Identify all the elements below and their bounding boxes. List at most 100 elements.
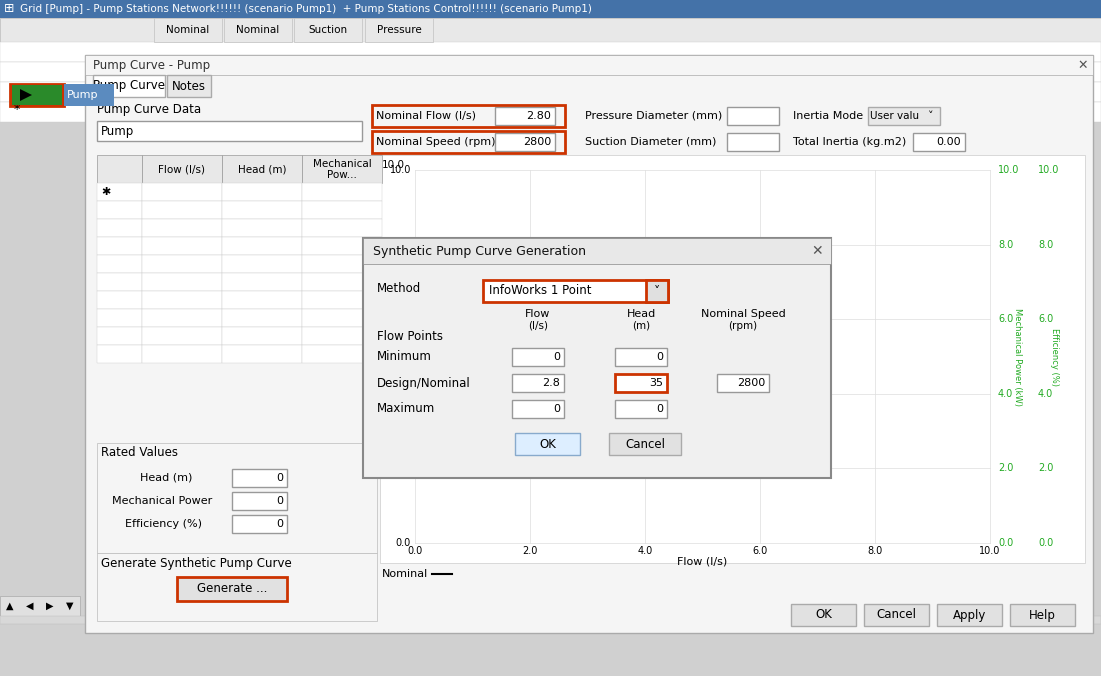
Bar	[64, 84, 115, 106]
Bar	[224, 18, 292, 42]
Text: Inertia Mode: Inertia Mode	[793, 111, 863, 121]
Text: 8.0: 8.0	[395, 239, 411, 249]
Text: InfoWorks 1 Point: InfoWorks 1 Point	[489, 285, 591, 297]
Bar	[495, 107, 555, 125]
Bar	[615, 374, 667, 392]
Text: Minimum: Minimum	[377, 350, 432, 364]
Bar	[1010, 604, 1075, 626]
Text: 4.0: 4.0	[395, 389, 411, 399]
Text: 10.0: 10.0	[1038, 165, 1059, 175]
Text: Grid [Pump] - Pump Stations Network!!!!!! (scenario Pump1)  + Pump Stations Cont: Grid [Pump] - Pump Stations Network!!!!!…	[20, 4, 592, 14]
Bar	[97, 273, 142, 291]
Bar	[154, 18, 222, 42]
Bar	[0, 596, 80, 616]
Text: 10.0: 10.0	[998, 165, 1020, 175]
Bar	[302, 273, 382, 291]
Text: 2.8: 2.8	[542, 378, 560, 388]
Text: Nominal Speed (rpm): Nominal Speed (rpm)	[377, 137, 495, 147]
Text: ✱: ✱	[101, 187, 110, 197]
Text: Flow (l/s): Flow (l/s)	[677, 556, 728, 566]
Text: Method: Method	[377, 283, 422, 295]
Polygon shape	[20, 89, 32, 101]
Text: Generate ...: Generate ...	[197, 583, 268, 596]
Text: Efficiency (%): Efficiency (%)	[1050, 327, 1059, 385]
Text: (m): (m)	[632, 321, 650, 331]
Bar	[302, 255, 382, 273]
Bar	[363, 238, 831, 478]
Text: Cancel: Cancel	[625, 437, 665, 450]
Bar	[97, 237, 142, 255]
Text: Pump: Pump	[67, 90, 98, 100]
Text: Nominal Flow (l/s): Nominal Flow (l/s)	[377, 111, 476, 121]
Text: 6.0: 6.0	[752, 546, 767, 556]
Bar	[512, 348, 564, 366]
Bar	[302, 345, 382, 363]
Text: ◀: ◀	[26, 601, 34, 611]
Bar	[222, 273, 302, 291]
Bar	[372, 131, 565, 153]
Text: Design/Nominal: Design/Nominal	[377, 377, 471, 389]
Text: OK: OK	[539, 437, 556, 450]
Text: Cancel: Cancel	[876, 608, 916, 621]
Text: 2.0: 2.0	[1038, 464, 1054, 473]
Text: 6.0: 6.0	[1038, 314, 1054, 324]
Text: 10.0: 10.0	[390, 165, 411, 175]
Text: ˅: ˅	[928, 111, 934, 121]
Bar	[97, 553, 377, 621]
Text: 6.0: 6.0	[395, 314, 411, 324]
Bar	[913, 133, 964, 151]
Bar	[222, 255, 302, 273]
Text: 8.0: 8.0	[868, 546, 883, 556]
Bar	[302, 201, 382, 219]
Bar	[363, 238, 831, 264]
Bar	[0, 102, 1101, 122]
Text: ✕: ✕	[1078, 59, 1088, 72]
Bar	[727, 107, 780, 125]
Bar	[302, 291, 382, 309]
Bar	[10, 84, 64, 106]
Text: 2800: 2800	[737, 378, 765, 388]
Text: Flow: Flow	[525, 309, 550, 319]
Text: Generate Synthetic Pump Curve: Generate Synthetic Pump Curve	[101, 556, 292, 569]
Text: 0.0: 0.0	[395, 538, 411, 548]
Bar	[142, 345, 222, 363]
Text: OK: OK	[815, 608, 832, 621]
Bar	[483, 280, 668, 302]
Bar	[0, 18, 1101, 42]
Bar	[97, 443, 377, 553]
Text: Head (m): Head (m)	[238, 164, 286, 174]
Text: Flow (l/s): Flow (l/s)	[159, 164, 206, 174]
Text: Mechanical: Mechanical	[313, 159, 371, 169]
Text: Suction: Suction	[308, 25, 348, 35]
Bar	[222, 327, 302, 345]
Text: Pump Curve - Pump: Pump Curve - Pump	[92, 59, 210, 72]
Bar	[864, 604, 929, 626]
Bar	[222, 183, 302, 201]
Bar	[222, 219, 302, 237]
Bar	[302, 219, 382, 237]
Bar	[495, 133, 555, 151]
Bar	[97, 255, 142, 273]
Text: 0: 0	[553, 352, 560, 362]
Text: ˅: ˅	[654, 285, 661, 297]
Text: Notes: Notes	[172, 80, 206, 93]
Text: ▶: ▶	[46, 601, 54, 611]
Bar	[97, 219, 142, 237]
Bar	[142, 309, 222, 327]
Bar	[142, 291, 222, 309]
Text: 2.80: 2.80	[526, 111, 550, 121]
Bar	[97, 327, 142, 345]
Bar	[222, 237, 302, 255]
Bar	[294, 18, 362, 42]
Bar	[222, 291, 302, 309]
Text: 6.0: 6.0	[998, 314, 1013, 324]
Text: Pressure Diameter (mm): Pressure Diameter (mm)	[585, 111, 722, 121]
Bar	[937, 604, 1002, 626]
Bar	[142, 155, 222, 183]
Bar	[302, 155, 382, 183]
Text: Help: Help	[1029, 608, 1056, 621]
Bar	[97, 201, 142, 219]
Bar	[232, 492, 287, 510]
Text: Nominal: Nominal	[237, 25, 280, 35]
Bar	[12, 85, 62, 105]
